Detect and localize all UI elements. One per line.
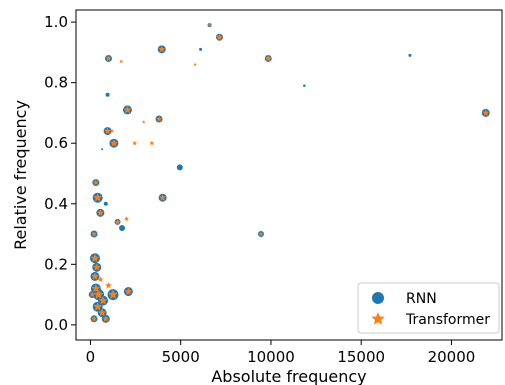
transformer-point xyxy=(90,253,100,262)
transformer-point xyxy=(104,127,112,135)
rnn-point xyxy=(303,84,306,87)
transformer-point xyxy=(110,139,118,147)
transformer-point xyxy=(98,296,108,305)
transformer-point xyxy=(92,179,99,186)
transformer-point xyxy=(119,59,124,64)
x-axis-ticks: 0 5000 10000 15000 20000 xyxy=(86,340,476,366)
transformer-point xyxy=(149,140,155,146)
legend-transformer-marker xyxy=(371,312,385,325)
rnn-point xyxy=(119,224,126,231)
x-axis-label: Absolute frequency xyxy=(211,367,366,385)
transformer-point xyxy=(91,230,97,237)
legend-rnn-label: RNN xyxy=(406,291,437,307)
y-axis-ticks: 0.0 0.2 0.4 0.6 0.8 1.0 xyxy=(44,13,76,334)
rnn-point xyxy=(176,164,183,171)
rnn-point xyxy=(408,53,412,57)
y-tick-label: 0.6 xyxy=(44,134,68,152)
transformer-point xyxy=(92,263,101,271)
x-tick-label: 15000 xyxy=(337,348,385,366)
transformer-point xyxy=(132,140,138,146)
x-tick-label: 5000 xyxy=(162,348,200,366)
transformer-point xyxy=(123,105,132,114)
x-tick-label: 0 xyxy=(86,348,96,366)
transformer-point xyxy=(159,194,167,201)
transformer-point xyxy=(105,55,112,61)
legend: RNN Transformer xyxy=(357,282,500,334)
transformer-point xyxy=(93,302,103,311)
transformer-point xyxy=(110,129,115,133)
series-rnn xyxy=(88,23,490,323)
x-tick-label: 20000 xyxy=(428,348,476,366)
transformer-point xyxy=(216,33,223,41)
transformer-point xyxy=(124,216,130,221)
y-axis-label: Relative frequency xyxy=(11,100,30,250)
transformer-point xyxy=(114,218,121,225)
y-tick-label: 0.2 xyxy=(44,255,68,273)
transformer-point xyxy=(141,120,146,124)
transformer-point xyxy=(264,54,272,62)
y-tick-label: 0.8 xyxy=(44,74,68,92)
rnn-point xyxy=(103,201,108,206)
y-tick-label: 1.0 xyxy=(44,13,68,31)
rnn-point xyxy=(199,47,203,51)
transformer-point xyxy=(207,23,212,27)
legend-rnn-marker xyxy=(372,292,384,304)
transformer-point xyxy=(193,62,197,66)
transformer-point xyxy=(98,308,107,317)
transformer-point xyxy=(124,287,133,295)
transformer-point xyxy=(97,276,104,282)
transformer-point xyxy=(258,231,264,237)
series-transformer xyxy=(89,23,490,322)
transformer-point xyxy=(156,115,162,122)
y-tick-label: 0.0 xyxy=(44,316,68,334)
transformer-point xyxy=(96,209,104,216)
legend-box xyxy=(357,282,500,334)
transformer-point xyxy=(482,109,490,116)
transformer-point xyxy=(93,193,103,202)
x-tick-label: 10000 xyxy=(247,348,295,366)
legend-transformer-label: Transformer xyxy=(405,312,490,328)
transformer-point xyxy=(105,281,112,289)
transformer-point xyxy=(91,272,99,280)
rnn-point xyxy=(101,148,104,151)
plot-frame xyxy=(75,9,503,341)
transformer-point xyxy=(102,315,110,322)
transformer-point xyxy=(91,283,101,293)
y-tick-label: 0.4 xyxy=(44,195,68,213)
transformer-point xyxy=(91,315,97,322)
transformer-point xyxy=(93,289,104,299)
chart-marks xyxy=(88,23,490,323)
transformer-point xyxy=(89,291,96,298)
transformer-point xyxy=(108,289,118,299)
rnn-point xyxy=(105,92,110,97)
transformer-point xyxy=(158,45,166,53)
